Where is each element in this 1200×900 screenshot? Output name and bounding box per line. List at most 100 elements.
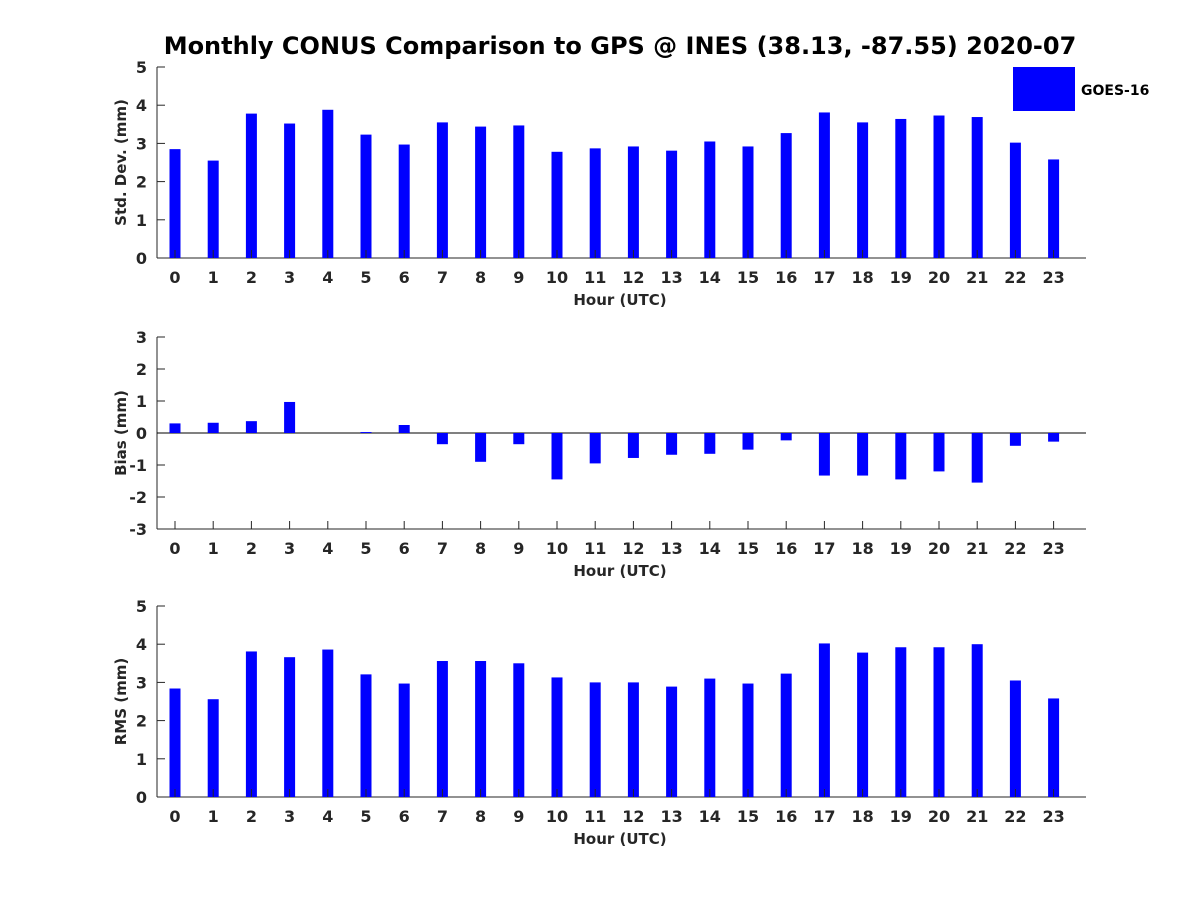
std-dev-x-axis-label: Hour (UTC) [573,291,666,309]
std-dev-bar-hour-19 [895,118,907,259]
bias-ytick-label: -1 [129,456,147,475]
std-dev-bar-hour-16 [780,133,792,258]
std-dev-xtick-label: 17 [813,268,835,287]
rms-bar-hour-9 [513,663,525,797]
bias-xtick-label: 1 [208,539,219,558]
rms-xtick-label: 22 [1004,807,1026,826]
std-dev-bar-hour-3 [284,123,296,258]
std-dev-bar-hour-22 [1009,142,1021,258]
legend-swatch [1013,67,1075,111]
rms-bar-hour-11 [589,682,601,797]
rms-bar-hour-14 [704,678,716,797]
rms-ytick-label: 0 [136,788,147,807]
bias-bar-hour-13 [666,433,678,455]
bias-bar-hour-5 [360,432,372,433]
std-dev-xtick-label: 23 [1042,268,1064,287]
bias-xtick-label: 0 [169,539,180,558]
bias-xtick-label: 12 [622,539,644,558]
rms-bar-hour-7 [436,661,448,797]
bias-ytick-label: 1 [136,392,147,411]
std-dev-bar-hour-14 [704,141,716,258]
std-dev-bar-hour-6 [398,144,410,258]
rms-xtick-label: 13 [660,807,682,826]
rms-ytick-label: 2 [136,712,147,731]
std-dev-ytick-label: 1 [136,211,147,230]
std-dev-ytick-label: 4 [136,96,147,115]
rms-bar-hour-15 [742,683,754,797]
rms-bar-hour-17 [818,643,830,797]
bias-y-axis-label: Bias (mm) [112,390,130,476]
rms-xtick-label: 7 [437,807,448,826]
bias-ytick-label: -2 [129,488,147,507]
std-dev-xtick-label: 9 [513,268,524,287]
bias-xtick-label: 11 [584,539,606,558]
figure-title: Monthly CONUS Comparison to GPS @ INES (… [164,32,1077,60]
bias-bar-hour-9 [513,433,525,445]
bias-bar-hour-23 [1048,433,1060,442]
std-dev-xtick-label: 16 [775,268,797,287]
std-dev-bar-hour-12 [627,146,639,258]
std-dev-bar-hour-5 [360,134,372,258]
bias-xtick-label: 17 [813,539,835,558]
rms-y-axis-label: RMS (mm) [112,658,130,745]
rms-bar-hour-18 [857,652,869,797]
std-dev-xtick-label: 13 [660,268,682,287]
std-dev-bar-hour-0 [169,149,181,258]
bias-xtick-label: 15 [737,539,759,558]
std-dev-ytick-label: 5 [136,58,147,77]
bias-xtick-label: 9 [513,539,524,558]
rms-xtick-label: 4 [322,807,333,826]
legend-label: GOES-16 [1081,83,1149,99]
rms-xtick-label: 23 [1042,807,1064,826]
std-dev-xtick-label: 5 [360,268,371,287]
std-dev-bar-hour-10 [551,151,563,258]
std-dev-bar-hour-4 [322,109,334,258]
rms-bar-hour-20 [933,647,945,797]
bias-bar-hour-21 [971,433,983,483]
rms-xtick-label: 16 [775,807,797,826]
rms-bar-hour-8 [475,661,487,797]
rms-bar-hour-4 [322,649,334,797]
bias-bar-hour-3 [284,401,296,433]
bias-xtick-label: 3 [284,539,295,558]
bias-ytick-label: -3 [129,520,147,539]
std-dev-xtick-label: 19 [890,268,912,287]
std-dev-bar-hour-20 [933,115,945,258]
rms-xtick-label: 2 [246,807,257,826]
rms-bar-hour-23 [1048,698,1060,797]
std-dev-bar-hour-1 [207,160,219,258]
rms-xtick-label: 12 [622,807,644,826]
rms-bar-hour-3 [284,657,296,797]
bias-bar-hour-20 [933,433,945,472]
bias-xtick-label: 19 [890,539,912,558]
bias-xtick-label: 21 [966,539,988,558]
rms-xtick-label: 21 [966,807,988,826]
std-dev-bar-hour-7 [436,122,448,258]
std-dev-ytick-label: 2 [136,173,147,192]
rms-bar-hour-12 [627,682,639,797]
bias-xtick-label: 18 [851,539,873,558]
bias-bar-hour-15 [742,433,754,450]
bias-bar-hour-0 [169,423,181,433]
bias-bar-hour-2 [245,421,257,433]
bias-xtick-label: 7 [437,539,448,558]
std-dev-bar-hour-15 [742,146,754,258]
bias-xtick-label: 8 [475,539,486,558]
std-dev-ytick-label: 0 [136,249,147,268]
std-dev-xtick-label: 21 [966,268,988,287]
std-dev-bar-hour-21 [971,117,983,259]
bias-ytick-label: 3 [136,328,147,347]
std-dev-xtick-label: 7 [437,268,448,287]
rms-xtick-label: 19 [890,807,912,826]
bias-bar-hour-8 [475,433,487,462]
bias-ytick-label: 2 [136,360,147,379]
bias-bar-hour-10 [551,433,563,480]
bias-bar-hour-11 [589,433,601,464]
rms-xtick-label: 11 [584,807,606,826]
std-dev-bar-hour-23 [1048,159,1060,258]
std-dev-xtick-label: 8 [475,268,486,287]
std-dev-xtick-label: 20 [928,268,950,287]
bias-bar-hour-6 [398,425,410,433]
